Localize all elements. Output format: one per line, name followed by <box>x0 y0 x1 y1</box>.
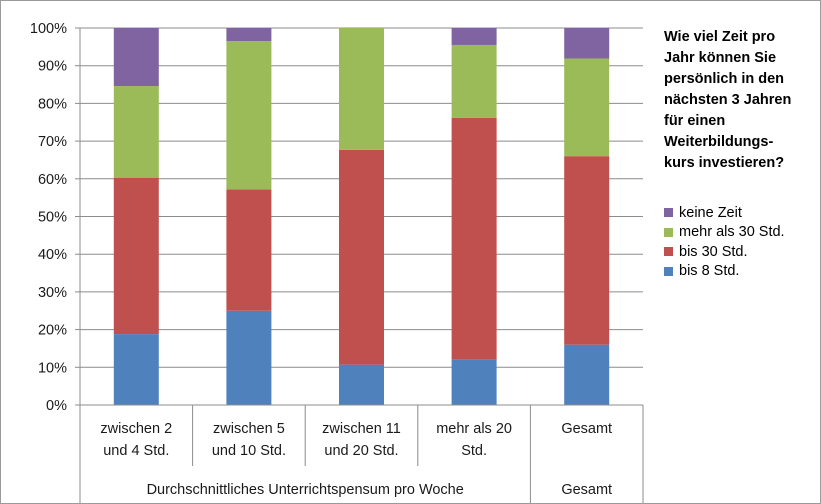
legend-title-line: Jahr können Sie <box>664 50 777 66</box>
legend-title-line: persönlich in den <box>664 71 785 87</box>
legend-swatch <box>664 266 673 276</box>
bar-segment <box>113 334 159 405</box>
x-category-label: mehr als 20 <box>436 421 512 437</box>
bar-segment <box>113 28 159 87</box>
y-tick-label: 80% <box>38 96 67 112</box>
x-category-label: Std. <box>461 443 487 459</box>
legend-title: Wie viel Zeit pro Jahr können Sie persönli… <box>664 27 814 174</box>
legend-item: keine Zeit <box>664 203 785 223</box>
bar-segment <box>113 86 159 178</box>
legend-item: mehr als 30 Std. <box>664 223 785 243</box>
legend-label: bis 30 Std. <box>679 243 748 260</box>
legend-label: keine Zeit <box>679 204 742 221</box>
x-category-label: und 4 Std. <box>103 443 169 459</box>
y-tick-label: 50% <box>38 210 67 226</box>
bar-segment <box>564 344 610 405</box>
bar-segment <box>451 44 497 118</box>
y-tick-label: 90% <box>38 59 67 75</box>
legend-title-line: Weiterbildungs- <box>664 134 774 150</box>
bar-segment <box>339 28 384 150</box>
bar-segment <box>451 359 497 405</box>
x-category-label: zwischen 11 <box>322 421 401 437</box>
bar-segment <box>226 41 272 190</box>
x-category-label: und 20 Std. <box>324 443 398 459</box>
legend-item: bis 8 Std. <box>664 262 785 282</box>
bar-segment <box>226 310 272 405</box>
x-group-label: Durchschnittliches Unterrichtspensum pro… <box>147 482 464 498</box>
y-tick-label: 70% <box>38 134 67 150</box>
legend-title-line: Wie viel Zeit pro <box>664 29 776 45</box>
x-category-label: und 10 Std. <box>212 443 286 459</box>
x-group-label: Gesamt <box>561 482 612 498</box>
bar-segment <box>564 156 610 345</box>
legend-label: mehr als 30 Std. <box>679 224 785 241</box>
x-category-label: zwischen 5 <box>213 421 285 437</box>
legend-swatch <box>664 208 673 218</box>
bar-segment <box>339 364 384 405</box>
bar-segment <box>226 28 272 42</box>
stacked-bar-chart: 0% 10% 20% 30% 40% 50% 60% 70% 80% 90% 100% zwische… <box>30 21 644 503</box>
x-category-label: zwischen 2 <box>100 421 172 437</box>
y-tick-label: 60% <box>38 172 67 188</box>
legend-title-line: für einen <box>664 113 726 129</box>
x-category-label: Gesamt <box>561 421 612 437</box>
bar-segment <box>564 28 610 59</box>
legend-label: bis 8 Std. <box>679 263 740 280</box>
legend-swatch <box>664 227 673 237</box>
bar-segment <box>564 58 610 157</box>
bar-segment <box>451 28 497 45</box>
bar-segment <box>451 117 497 360</box>
legend-swatch <box>664 247 673 257</box>
bar-segment <box>113 177 159 335</box>
bar-segment <box>339 149 384 365</box>
y-tick-label: 20% <box>38 323 67 339</box>
legend-item: bis 30 Std. <box>664 242 785 262</box>
y-tick-label: 10% <box>38 360 67 376</box>
legend-title-line: kurs investieren? <box>664 155 785 171</box>
y-tick-label: 30% <box>38 285 67 301</box>
bar-segment <box>226 189 272 311</box>
y-tick-label: 100% <box>30 21 67 37</box>
legend-title-line: nächsten 3 Jahren <box>664 92 792 108</box>
legend: keine Zeit mehr als 30 Std. bis 30 Std. bis… <box>664 203 785 281</box>
y-tick-label: 0% <box>46 398 67 414</box>
y-tick-label: 40% <box>38 247 67 263</box>
